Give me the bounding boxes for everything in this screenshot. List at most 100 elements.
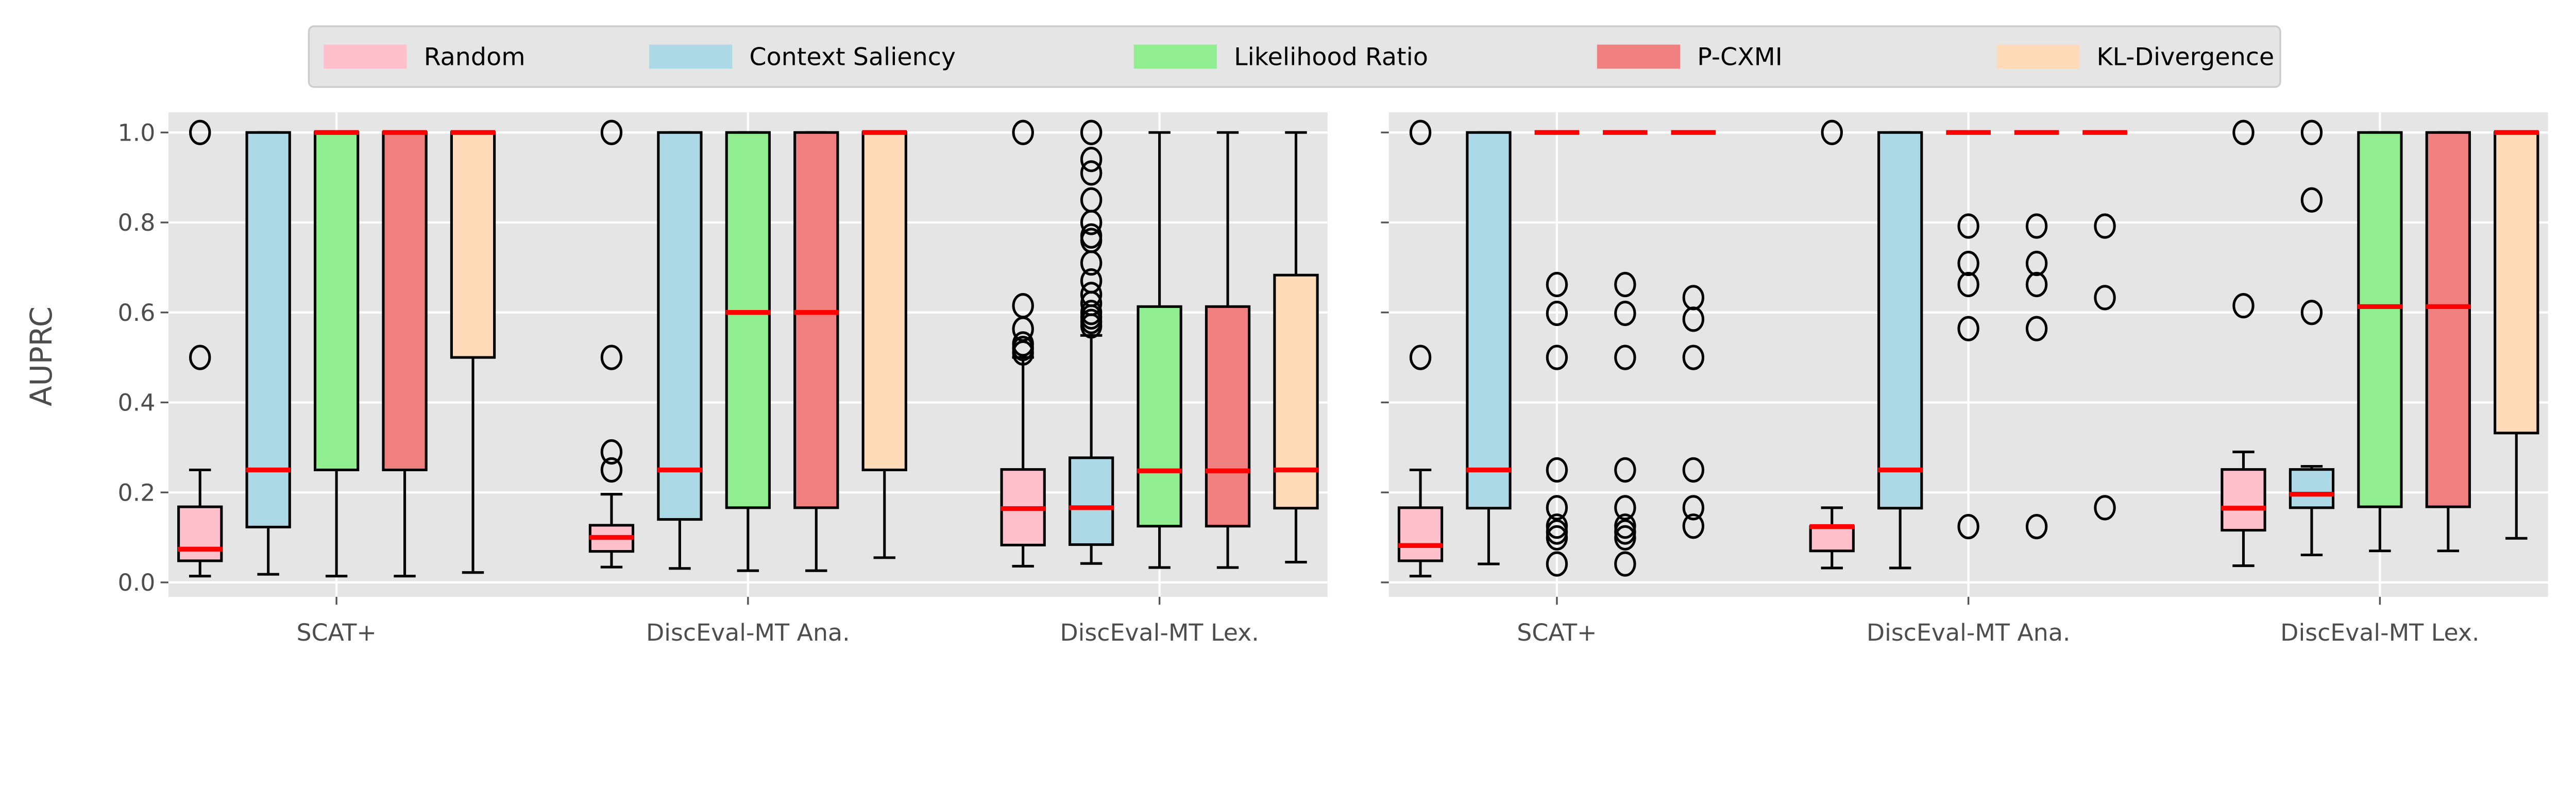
outlier-point	[1409, 119, 1432, 145]
x-tick-label: DiscEval-MT Lex.	[1060, 618, 1259, 646]
outlier-point	[1080, 210, 1103, 235]
outlier-point	[2025, 271, 2048, 298]
outlier-point	[2025, 513, 2048, 540]
box-iqr	[450, 131, 496, 359]
legend-label: Likelihood Ratio	[1234, 43, 1428, 72]
outlier-point	[1682, 345, 1705, 370]
box-p-cxmi	[2014, 130, 2059, 540]
box-context-saliency	[245, 131, 291, 576]
outlier-point	[2094, 285, 2116, 311]
outlier-point	[2300, 187, 2323, 213]
outlier-point	[1546, 457, 1568, 483]
box-iqr	[313, 131, 360, 472]
box-p-cxmi	[793, 131, 839, 572]
outlier-point	[2025, 250, 2048, 277]
box-iqr	[245, 131, 291, 529]
legend-label: Context Saliency	[749, 43, 956, 72]
box-iqr	[1273, 273, 1319, 510]
outlier-point	[600, 457, 623, 483]
box-iqr	[2357, 131, 2403, 508]
y-tick-label: 1.0	[118, 118, 156, 146]
box-iqr	[1397, 506, 1444, 562]
outlier-point	[1614, 300, 1636, 326]
box-random	[2221, 119, 2266, 568]
outlier-point	[1957, 271, 1979, 298]
outlier-point	[2025, 213, 2048, 239]
box-iqr	[2289, 468, 2335, 509]
legend-swatch	[1996, 44, 2080, 69]
box-likelihood-ratio	[1534, 130, 1580, 577]
legend-swatch	[1133, 44, 1217, 69]
outlier-point	[1614, 551, 1636, 577]
outlier-point	[2300, 119, 2323, 145]
outlier-point	[2094, 213, 2116, 239]
box-iqr	[1205, 305, 1251, 528]
panel-1: 0.0 0.2 0.4 0.6 0.8 1.0 SCAT+ DiscEval-MT Ana. D…	[118, 112, 1328, 646]
box-likelihood-ratio	[2357, 131, 2403, 553]
box-random	[588, 119, 635, 569]
box-random	[177, 119, 223, 578]
outlier-point	[1546, 345, 1568, 370]
legend-swatch	[1597, 44, 1681, 69]
box-iqr	[2221, 468, 2266, 532]
legend-swatch	[649, 44, 733, 69]
outlier-point	[1546, 495, 1568, 521]
legend-label: KL-Divergence	[2096, 43, 2274, 72]
box-p-cxmi	[1205, 131, 1251, 569]
legend-item: KL-Divergence	[1996, 43, 2274, 72]
box-p-cxmi	[382, 130, 428, 578]
panel-2: SCAT+ DiscEval-MT Ana. DiscEval-MT Lex.	[1381, 112, 2548, 646]
outlier-point	[1957, 213, 1979, 239]
outlier-point	[189, 119, 211, 145]
x-tick-label: SCAT+	[296, 618, 376, 646]
box-iqr	[725, 131, 771, 509]
outlier-point	[1546, 551, 1568, 577]
legend-swatch	[324, 44, 407, 69]
outlier-point	[2300, 300, 2323, 325]
outlier-point	[600, 345, 623, 370]
outlier-point	[1614, 271, 1636, 298]
x-tick-label: DiscEval-MT Ana.	[1867, 618, 2071, 646]
outlier-point	[1614, 495, 1636, 521]
outlier-point	[1546, 300, 1568, 326]
outlier-point	[1614, 457, 1636, 483]
box-iqr	[1466, 131, 1512, 510]
box-context-saliency	[1466, 131, 1512, 565]
outlier-point	[600, 119, 623, 145]
outlier-point	[189, 345, 211, 370]
outlier-point	[1957, 250, 1979, 277]
legend-item: P-CXMI	[1597, 43, 1783, 72]
outlier-point	[1957, 316, 1979, 341]
legend-item: Random	[324, 43, 526, 72]
x-tick-label: DiscEval-MT Ana.	[646, 618, 850, 646]
y-tick-label: 0.8	[118, 209, 156, 236]
outlier-point	[1614, 525, 1636, 551]
box-iqr	[1068, 456, 1114, 546]
outlier-point	[1080, 119, 1103, 145]
box-kl-divergence	[450, 130, 496, 574]
box-kl-divergence	[1273, 131, 1319, 564]
outlier-point	[600, 439, 623, 465]
box-likelihood-ratio	[1137, 131, 1182, 569]
box-iqr	[793, 131, 839, 509]
outlier-point	[1682, 457, 1705, 483]
box-iqr	[1877, 131, 1923, 510]
legend-item: Context Saliency	[649, 43, 956, 72]
outlier-point	[1012, 119, 1034, 145]
box-kl-divergence	[2494, 130, 2539, 540]
outlier-point	[1682, 306, 1705, 332]
outlier-point	[1682, 495, 1705, 521]
box-iqr	[657, 131, 703, 521]
box-random	[1000, 119, 1046, 568]
box-kl-divergence	[1671, 130, 1716, 539]
outlier-point	[1080, 313, 1103, 339]
outlier-point	[1012, 340, 1034, 366]
box-iqr	[382, 131, 428, 472]
legend: Random Context Saliency Likelihood Ratio P-…	[308, 25, 2281, 88]
outlier-point	[1080, 147, 1103, 173]
box-kl-divergence	[861, 130, 907, 559]
box-context-saliency	[657, 131, 703, 570]
y-axis-label: AUPRC	[24, 306, 59, 406]
outlier-point	[2232, 293, 2255, 319]
y-tick-label: 0.2	[118, 478, 156, 506]
